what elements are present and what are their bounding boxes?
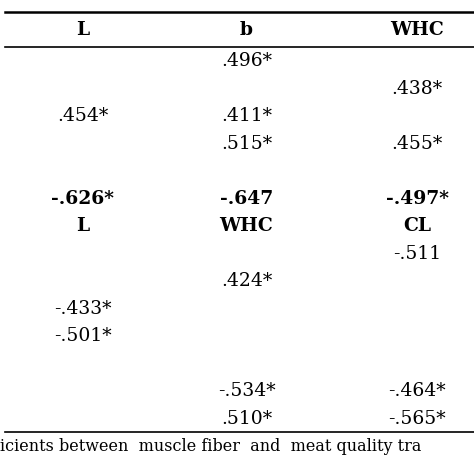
Text: L: L — [76, 21, 90, 38]
Text: -.501*: -.501* — [54, 327, 112, 345]
Text: -.511: -.511 — [393, 245, 441, 263]
Text: -.433*: -.433* — [54, 300, 112, 318]
Text: .424*: .424* — [221, 272, 272, 290]
Text: -.647: -.647 — [220, 190, 273, 208]
Text: .496*: .496* — [221, 52, 272, 70]
Text: .455*: .455* — [392, 135, 443, 153]
Text: CL: CL — [403, 217, 431, 235]
Text: -.464*: -.464* — [388, 382, 446, 400]
Text: .515*: .515* — [221, 135, 272, 153]
Text: icients between  muscle fiber  and  meat quality tra: icients between muscle fiber and meat qu… — [0, 438, 421, 455]
Text: -.626*: -.626* — [52, 190, 114, 208]
Text: WHC: WHC — [390, 21, 444, 38]
Text: .438*: .438* — [392, 80, 443, 98]
Text: L: L — [76, 217, 90, 235]
Text: .454*: .454* — [57, 107, 109, 125]
Text: .411*: .411* — [221, 107, 272, 125]
Text: WHC: WHC — [219, 217, 273, 235]
Text: .510*: .510* — [221, 410, 272, 428]
Text: b: b — [240, 21, 253, 38]
Text: -.497*: -.497* — [386, 190, 448, 208]
Text: -.534*: -.534* — [218, 382, 275, 400]
Text: -.565*: -.565* — [388, 410, 446, 428]
